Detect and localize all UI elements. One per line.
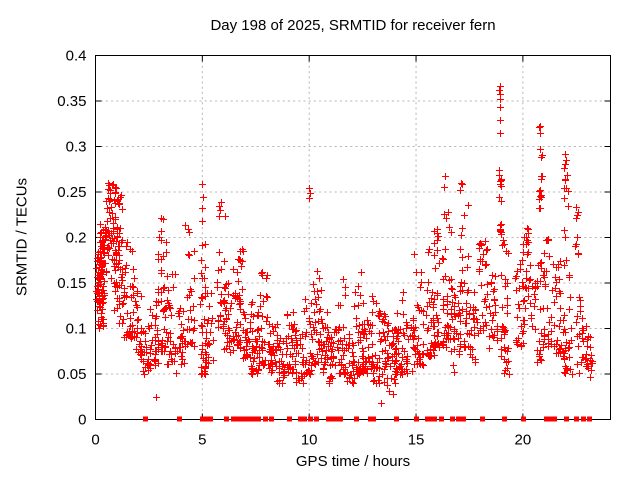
x-axis-label: GPS time / hours	[295, 453, 411, 470]
x-tick-label: 5	[198, 432, 206, 449]
x-tick-label: 20	[515, 432, 532, 449]
y-tick-label: 0.35	[57, 93, 86, 110]
y-tick-label: 0.3	[66, 139, 87, 156]
y-tick-label: 0.4	[66, 48, 87, 65]
x-tick-label: 0	[91, 432, 99, 449]
zero-marker-squares	[143, 416, 592, 422]
y-tick-label: 0	[78, 412, 86, 429]
y-tick-label: 0.25	[57, 184, 86, 201]
y-tick-label: 0.05	[57, 366, 86, 383]
y-tick-label: 0.15	[57, 275, 86, 292]
y-tick-label: 0.2	[66, 230, 87, 247]
chart-title: Day 198 of 2025, SRMTID for receiver fer…	[210, 17, 496, 34]
y-tick-label: 0.1	[66, 321, 87, 338]
x-tick-label: 10	[301, 432, 318, 449]
scatter-points	[93, 83, 596, 407]
x-tick-label: 15	[408, 432, 425, 449]
